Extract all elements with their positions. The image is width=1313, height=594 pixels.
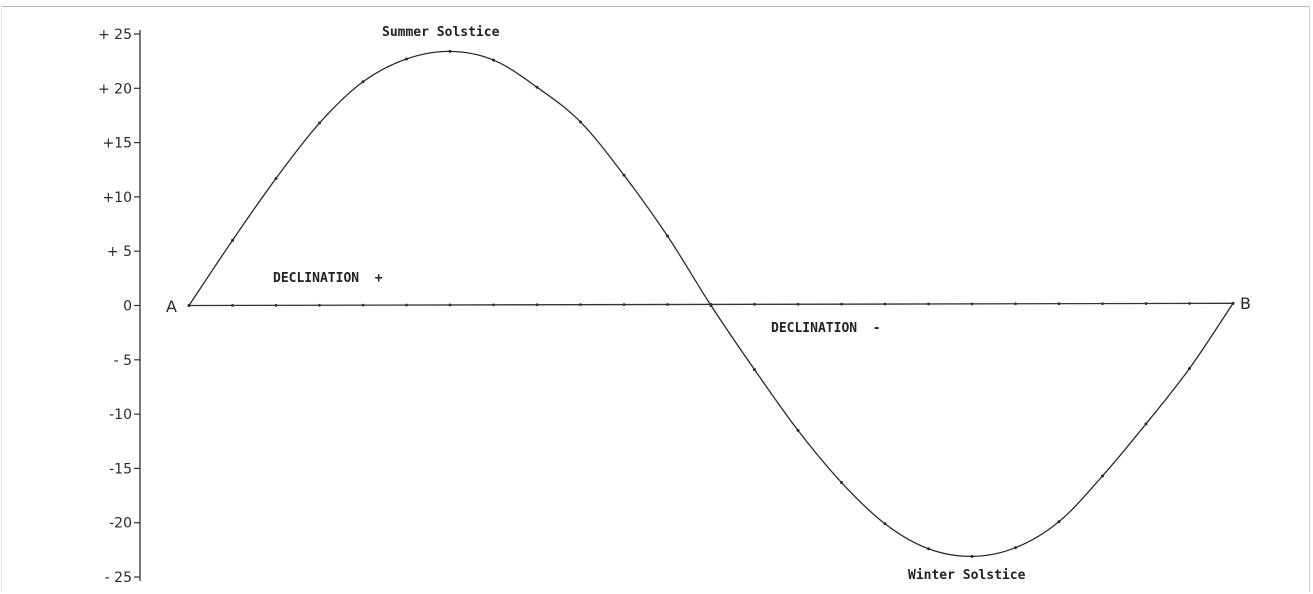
curve-point — [231, 238, 234, 242]
baseline-dot — [1101, 302, 1104, 305]
baseline-dot — [492, 303, 495, 307]
curve-point — [1188, 366, 1191, 370]
curve-point — [883, 522, 887, 526]
baseline-dot — [883, 302, 887, 306]
y-tick-label: +15 — [102, 136, 132, 152]
y-tick-label: - 5 — [114, 353, 132, 369]
curve-point — [361, 80, 365, 84]
y-tick-label: +10 — [102, 190, 132, 206]
baseline-dot — [448, 303, 452, 307]
baseline-dot — [579, 303, 582, 307]
y-tick-label: 0 — [123, 299, 132, 315]
y-tick-label: + 5 — [107, 244, 132, 260]
curve-point — [753, 368, 756, 372]
baseline-dot — [231, 304, 234, 307]
baseline-dot — [796, 302, 800, 306]
declination-negative-label: DECLINATION - — [771, 321, 881, 336]
curve-point — [274, 176, 278, 180]
baseline-dot — [361, 303, 365, 307]
baseline-end-label: B — [1240, 294, 1251, 313]
y-tick-label: - 25 — [105, 570, 132, 586]
y-tick-label: -20 — [109, 516, 132, 532]
baseline-dot — [535, 303, 539, 307]
declination-series — [187, 49, 1235, 558]
baseline-dot — [405, 303, 408, 307]
y-ticks: + 25 + 20 +15 +10 + 5 0 - 5 -10 -15 -20 - 25 — [98, 27, 140, 586]
curve-point — [405, 57, 408, 61]
winter-solstice-label: Winter Solstice — [908, 568, 1026, 583]
baseline-dot — [318, 303, 321, 307]
baseline-dot — [927, 302, 930, 306]
curve-point — [1144, 422, 1148, 426]
curve-point — [1057, 520, 1061, 524]
baseline-dot — [1144, 302, 1148, 305]
y-tick-label: + 20 — [98, 81, 132, 97]
curve-point — [1101, 474, 1104, 478]
curve-point — [448, 49, 452, 53]
curve-point — [1014, 546, 1017, 550]
baseline-dot — [970, 302, 974, 306]
curve-point — [970, 554, 974, 558]
baseline-dot — [622, 303, 626, 306]
baseline-dot — [840, 302, 843, 306]
curve-point — [579, 120, 582, 124]
curve-point — [796, 428, 800, 432]
curve-point — [1231, 301, 1235, 305]
declination-positive-label: DECLINATION + — [273, 271, 383, 286]
baseline-dot — [753, 302, 756, 306]
baseline-dot — [1188, 302, 1191, 305]
baseline-dot — [1057, 302, 1061, 306]
baseline-dot — [1014, 302, 1017, 306]
chart-frame — [1, 6, 1310, 592]
curve-point — [666, 234, 669, 238]
baseline-start-label: A — [166, 297, 177, 316]
curve-point — [318, 121, 321, 125]
summer-solstice-label: Summer Solstice — [382, 25, 500, 40]
curve-point — [927, 547, 930, 551]
curve-point — [709, 304, 713, 307]
baseline-dot — [274, 303, 278, 307]
curve-point — [535, 85, 539, 89]
y-tick-label: -10 — [109, 407, 132, 423]
curve-point — [840, 481, 843, 485]
y-tick-label: + 25 — [98, 27, 132, 43]
baseline-dot — [666, 303, 669, 306]
curve-point — [492, 58, 495, 62]
y-tick-label: -15 — [109, 461, 132, 477]
curve-point — [187, 304, 191, 307]
curve-point — [622, 173, 626, 177]
